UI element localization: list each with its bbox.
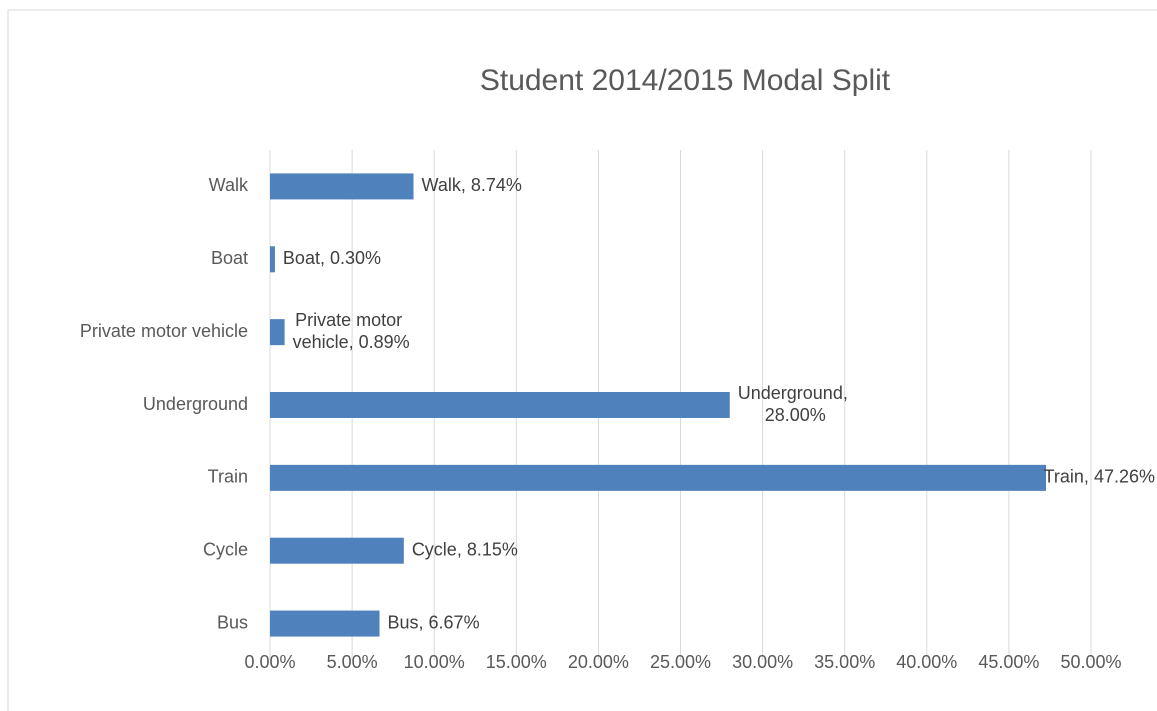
x-tick-label: 5.00% <box>327 652 378 672</box>
x-tick-label: 15.00% <box>486 652 547 672</box>
data-label: Underground, 28.00% <box>738 383 853 425</box>
x-tick-label: 30.00% <box>732 652 793 672</box>
x-tick-label: 10.00% <box>404 652 465 672</box>
data-label: Bus, 6.67% <box>388 612 480 632</box>
x-tick-label: 35.00% <box>814 652 875 672</box>
data-label: Cycle, 8.15% <box>412 539 518 559</box>
x-tick-label: 40.00% <box>896 652 957 672</box>
y-tick-label: Underground <box>143 394 248 414</box>
bar <box>270 246 275 273</box>
y-tick-label: Boat <box>211 248 248 268</box>
bar <box>270 319 285 346</box>
x-tick-label: 25.00% <box>650 652 711 672</box>
data-label: Walk, 8.74% <box>422 175 522 195</box>
y-tick-label: Cycle <box>203 539 248 559</box>
y-tick-label: Walk <box>209 175 249 195</box>
data-label: Boat, 0.30% <box>283 248 381 268</box>
bar <box>270 610 380 637</box>
bar <box>270 464 1047 491</box>
y-tick-label: Train <box>208 467 248 487</box>
x-tick-label: 45.00% <box>978 652 1039 672</box>
chart-title: Student 2014/2015 Modal Split <box>480 64 891 97</box>
x-tick-label: 50.00% <box>1060 652 1121 672</box>
bar <box>270 173 414 200</box>
y-tick-label: Bus <box>217 612 248 632</box>
data-label: Private motor vehicle, 0.89% <box>293 310 410 352</box>
x-tick-label: 0.00% <box>244 652 295 672</box>
bar <box>270 537 404 564</box>
chart-border <box>7 9 1157 711</box>
y-tick-label: Private motor vehicle <box>80 321 248 341</box>
x-tick-label: 20.00% <box>568 652 629 672</box>
bar <box>270 392 730 418</box>
data-label: Train, 47.26% <box>1044 467 1155 487</box>
